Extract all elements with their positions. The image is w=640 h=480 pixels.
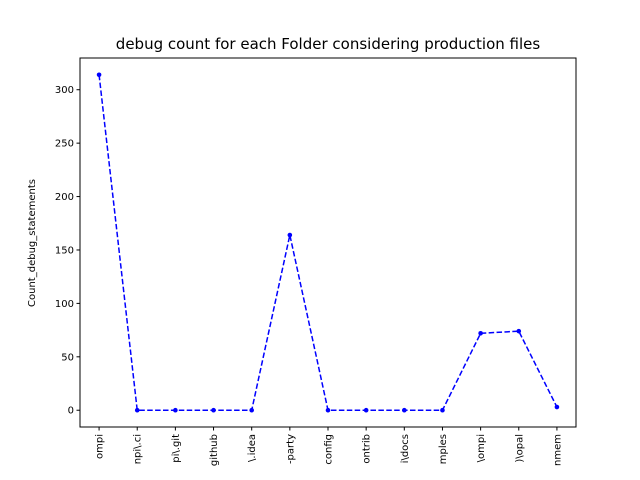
y-axis-label: Count_debug_statements	[27, 179, 38, 307]
chart-title: debug count for each Folder considering …	[116, 35, 541, 53]
y-tick-label: 300	[55, 85, 74, 96]
data-point	[96, 72, 102, 78]
data-point	[363, 407, 369, 413]
data-point	[287, 232, 293, 238]
x-tick-label: )\opal	[514, 434, 525, 463]
x-tick-label: github	[209, 434, 220, 466]
plot-area: 0 50 100 150 200 250 300 ompi npi\.ci pi\.git gith…	[55, 57, 577, 466]
y-tick-label: 100	[55, 299, 74, 310]
y-tick-label: 50	[61, 352, 74, 363]
x-tick-label: i\docs	[400, 434, 411, 463]
data-point	[249, 407, 254, 413]
x-tick-label: pi\.git	[171, 434, 182, 463]
x-tick-label: -party	[285, 434, 296, 464]
plot-frame	[79, 57, 577, 428]
data-point	[554, 404, 560, 410]
x-tick-label: \ompi	[476, 434, 487, 462]
y-tick-label: 250	[55, 139, 74, 150]
y-tick-label: 150	[55, 245, 74, 256]
data-point	[211, 407, 216, 413]
x-tick-label: npi\.ci	[133, 434, 144, 464]
x-tick-label: nmem	[552, 434, 563, 466]
x-tick-label: \.idea	[247, 434, 258, 462]
data-point	[402, 407, 407, 413]
y-tick-label: 200	[55, 192, 74, 203]
data-point	[134, 407, 140, 413]
series-line	[98, 74, 558, 411]
x-tick-label: ontrib	[362, 434, 373, 464]
data-point	[516, 328, 522, 334]
data-point	[478, 331, 483, 336]
data-point	[325, 407, 331, 413]
x-tick-label: ompi	[95, 434, 106, 459]
y-tick-label: 0	[68, 406, 74, 417]
data-point	[440, 407, 445, 413]
data-point	[173, 407, 178, 413]
x-tick-label: config	[324, 434, 335, 465]
x-tick-label: mples	[438, 434, 449, 464]
